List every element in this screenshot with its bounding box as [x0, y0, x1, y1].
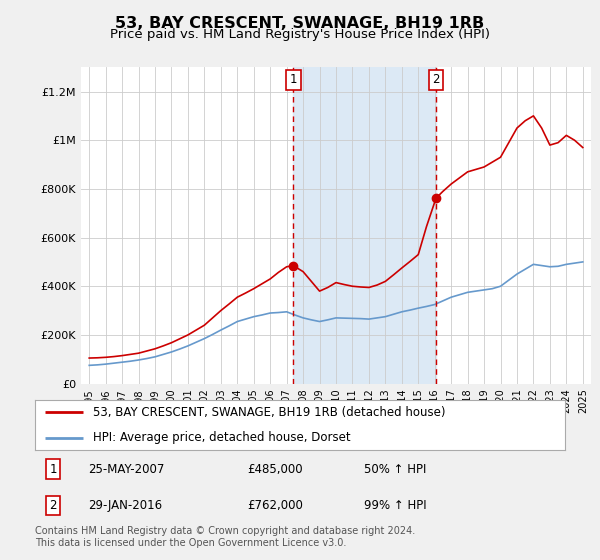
Text: HPI: Average price, detached house, Dorset: HPI: Average price, detached house, Dors…: [93, 431, 351, 444]
Text: £762,000: £762,000: [247, 499, 303, 512]
Text: 25-MAY-2007: 25-MAY-2007: [88, 463, 164, 475]
Text: 50% ↑ HPI: 50% ↑ HPI: [364, 463, 426, 475]
Text: £485,000: £485,000: [247, 463, 302, 475]
Text: 29-JAN-2016: 29-JAN-2016: [88, 499, 162, 512]
Text: 2: 2: [50, 499, 57, 512]
Text: 2: 2: [432, 73, 440, 86]
Bar: [293, 67, 436, 384]
Text: 53, BAY CRESCENT, SWANAGE, BH19 1RB (detached house): 53, BAY CRESCENT, SWANAGE, BH19 1RB (det…: [93, 406, 446, 419]
Text: Price paid vs. HM Land Registry's House Price Index (HPI): Price paid vs. HM Land Registry's House …: [110, 28, 490, 41]
Text: 1: 1: [50, 463, 57, 475]
Text: 99% ↑ HPI: 99% ↑ HPI: [364, 499, 426, 512]
Text: 53, BAY CRESCENT, SWANAGE, BH19 1RB: 53, BAY CRESCENT, SWANAGE, BH19 1RB: [115, 16, 485, 31]
Text: 1: 1: [289, 73, 297, 86]
Text: Contains HM Land Registry data © Crown copyright and database right 2024.
This d: Contains HM Land Registry data © Crown c…: [35, 526, 415, 548]
